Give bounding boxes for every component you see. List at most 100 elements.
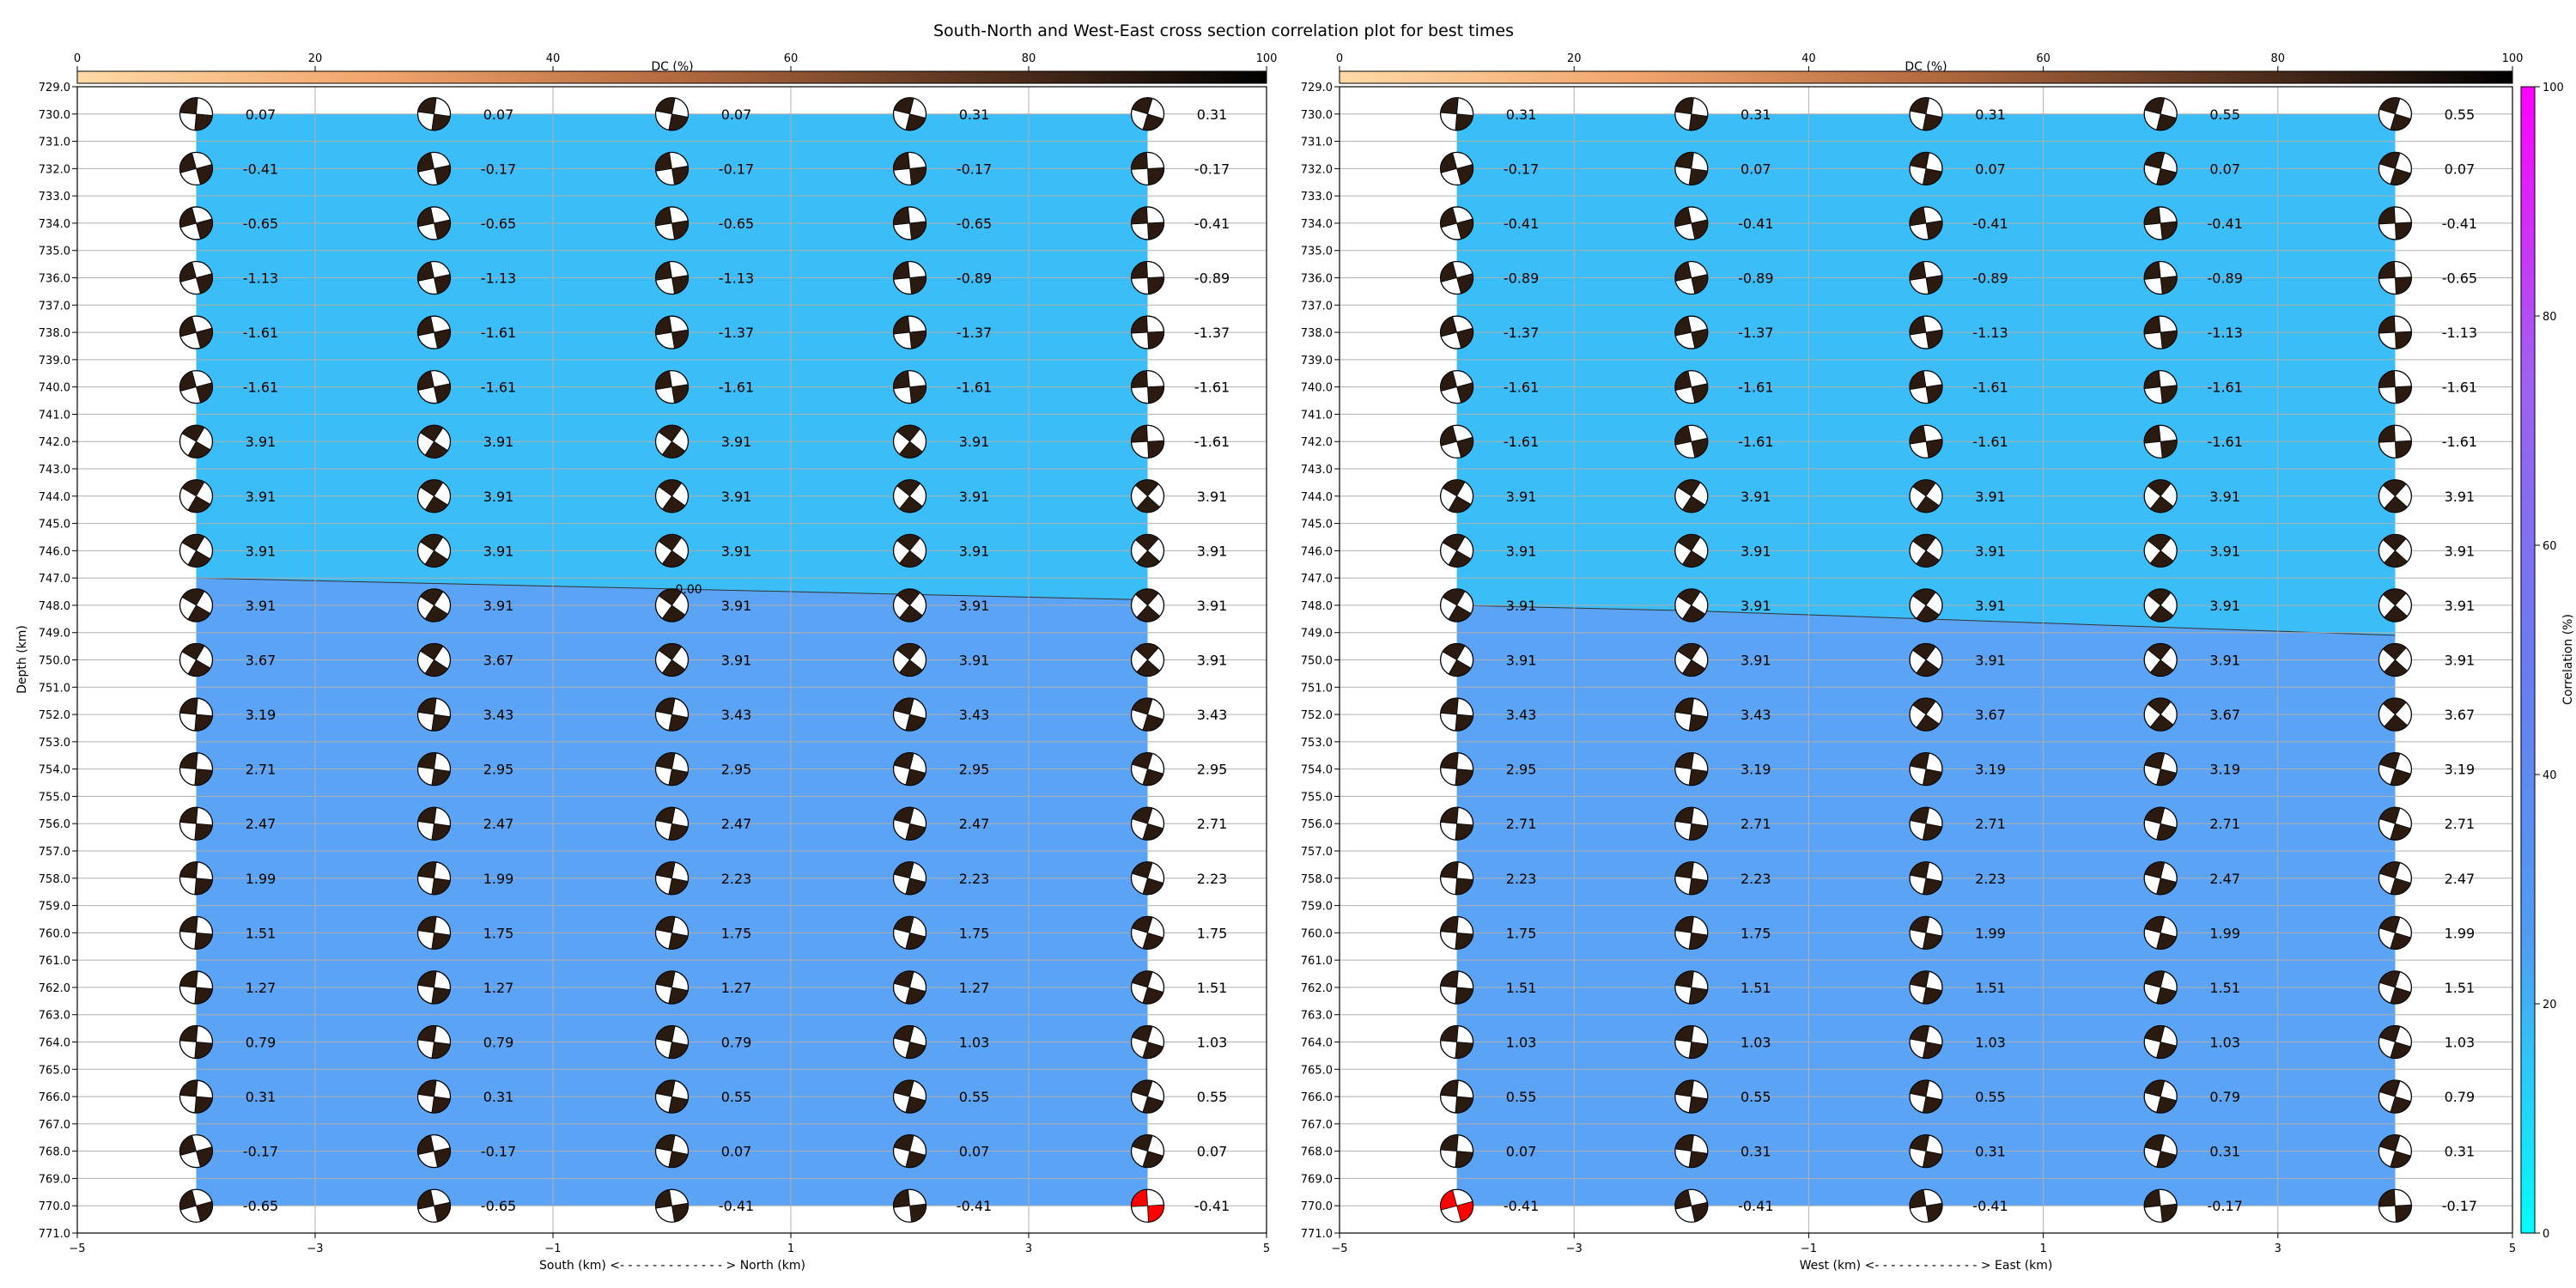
beachball-quadrant bbox=[905, 769, 927, 786]
beachball-quadrant bbox=[417, 370, 434, 392]
dc-left-tick-label: 60 bbox=[784, 52, 799, 65]
correlation-value-label: -0.17 bbox=[1194, 161, 1230, 177]
dc-left-tick-label: 40 bbox=[546, 52, 561, 65]
beachball-quadrant bbox=[187, 495, 211, 513]
correlation-value-label: 3.91 bbox=[2445, 598, 2476, 614]
beachball-quadrant bbox=[2160, 385, 2178, 404]
beachball-quadrant bbox=[194, 714, 213, 732]
beachballs: 0.07 0.07 0.07 0.31 0.31 -0.41 -0.17 -0.17 -0.17… bbox=[179, 97, 1230, 1223]
beachball-quadrant bbox=[1456, 1200, 1473, 1223]
y-tick-label: 767.0 bbox=[39, 1119, 70, 1132]
beachball-quadrant bbox=[181, 533, 205, 551]
beachball-quadrant bbox=[2144, 1079, 2166, 1097]
beachball-quadrant bbox=[2394, 276, 2412, 295]
beachball-quadrant bbox=[655, 1079, 676, 1097]
beachball bbox=[179, 751, 214, 787]
beachball-quadrant bbox=[1131, 151, 1148, 170]
beachball-quadrant bbox=[2390, 167, 2412, 185]
beachball bbox=[179, 806, 214, 841]
beachball-quadrant bbox=[909, 221, 927, 240]
beachball-quadrant bbox=[1912, 697, 1936, 715]
y-tick-label: 769.0 bbox=[39, 1173, 70, 1186]
beachball bbox=[654, 915, 690, 951]
beachball-quadrant bbox=[1455, 932, 1473, 950]
beachball-quadrant bbox=[2384, 659, 2409, 677]
beachball bbox=[1674, 642, 1709, 677]
beachball-quadrant bbox=[893, 970, 914, 988]
beachball bbox=[2378, 1133, 2413, 1169]
correlation-value-label: 0.07 bbox=[2209, 161, 2240, 177]
beachball bbox=[1130, 533, 1165, 568]
beachball-quadrant bbox=[179, 697, 198, 715]
beachball-quadrant bbox=[2143, 1188, 2161, 1208]
beachball bbox=[179, 206, 214, 240]
y-tick-label: 764.0 bbox=[1301, 1037, 1333, 1050]
beachball-quadrant bbox=[668, 1151, 689, 1169]
beachball-quadrant bbox=[420, 533, 444, 551]
beachball-quadrant bbox=[417, 206, 434, 228]
correlation-value-label: 0.07 bbox=[1506, 1144, 1537, 1160]
y-tick-label: 750.0 bbox=[1301, 655, 1333, 668]
beachball-quadrant bbox=[658, 534, 683, 551]
beachball bbox=[892, 424, 927, 459]
beachball bbox=[1674, 588, 1709, 623]
beachball bbox=[892, 751, 927, 787]
correlation-value-label: 1.03 bbox=[2209, 1035, 2240, 1051]
beachball-quadrant bbox=[2379, 206, 2396, 225]
correlation-value-label: -1.37 bbox=[719, 325, 754, 341]
beachball-quadrant bbox=[1142, 1151, 1164, 1169]
beachball-quadrant bbox=[2384, 495, 2409, 513]
beachball-quadrant bbox=[181, 588, 205, 606]
beachball bbox=[2143, 861, 2178, 896]
beachball bbox=[2378, 1024, 2413, 1060]
beachball-quadrant bbox=[1691, 437, 1709, 459]
beachball bbox=[1439, 206, 1474, 240]
beachball-quadrant bbox=[671, 275, 689, 295]
beachball-quadrant bbox=[179, 1189, 197, 1211]
correlation-value-label: -0.17 bbox=[1504, 161, 1539, 177]
beachball-quadrant bbox=[2143, 315, 2161, 335]
beachball bbox=[654, 369, 690, 404]
correlation-value-label: -0.17 bbox=[481, 161, 516, 177]
beachball-quadrant bbox=[1142, 1096, 1164, 1114]
beachball-quadrant bbox=[655, 261, 672, 281]
correlation-value-label: 2.23 bbox=[721, 871, 752, 887]
beachball-quadrant bbox=[431, 823, 451, 841]
beachball-quadrant bbox=[1674, 1134, 1694, 1152]
beachball-quadrant bbox=[1925, 275, 1943, 295]
correlation-value-label: -1.61 bbox=[243, 380, 278, 396]
beachball bbox=[416, 1188, 452, 1223]
beachball-quadrant bbox=[898, 550, 923, 568]
beachball bbox=[2143, 588, 2178, 623]
beachball-quadrant bbox=[1674, 425, 1692, 446]
correlation-value-label: 1.51 bbox=[1506, 980, 1537, 996]
beachball-quadrant bbox=[893, 861, 914, 879]
beachball-quadrant bbox=[2144, 1134, 2166, 1152]
beachball bbox=[2143, 1188, 2178, 1223]
beachball bbox=[1909, 970, 1943, 1005]
beachball-quadrant bbox=[2144, 752, 2166, 770]
beachball-quadrant bbox=[668, 1042, 689, 1059]
y-tick-label: 756.0 bbox=[39, 818, 70, 831]
beachball-quadrant bbox=[896, 588, 921, 606]
beachball bbox=[654, 588, 690, 623]
correlation-value-label: 3.91 bbox=[1741, 543, 1771, 559]
correlation-value-label: 3.67 bbox=[2445, 707, 2476, 723]
beachball-quadrant bbox=[893, 370, 910, 390]
correlation-value-label: 0.55 bbox=[959, 1089, 990, 1105]
beachball-quadrant bbox=[1909, 370, 1927, 391]
beachball-quadrant bbox=[1674, 1079, 1694, 1097]
beachball bbox=[416, 642, 452, 677]
beachball-quadrant bbox=[1440, 152, 1458, 173]
y-tick-label: 766.0 bbox=[1301, 1091, 1333, 1104]
beachball-quadrant bbox=[2144, 1025, 2166, 1042]
dc-colorbar-left-label: DC (%) bbox=[651, 60, 693, 74]
beachball-quadrant bbox=[181, 643, 205, 661]
correlation-value-label: 0.55 bbox=[1741, 1089, 1771, 1105]
beachball-quadrant bbox=[2156, 878, 2178, 896]
correlation-value-label: 3.91 bbox=[483, 434, 514, 450]
y-tick-label: 753.0 bbox=[1301, 737, 1333, 750]
beachball-quadrant bbox=[417, 152, 434, 173]
correlation-value-label: 2.71 bbox=[1506, 816, 1537, 832]
beachball-quadrant bbox=[1688, 769, 1709, 787]
